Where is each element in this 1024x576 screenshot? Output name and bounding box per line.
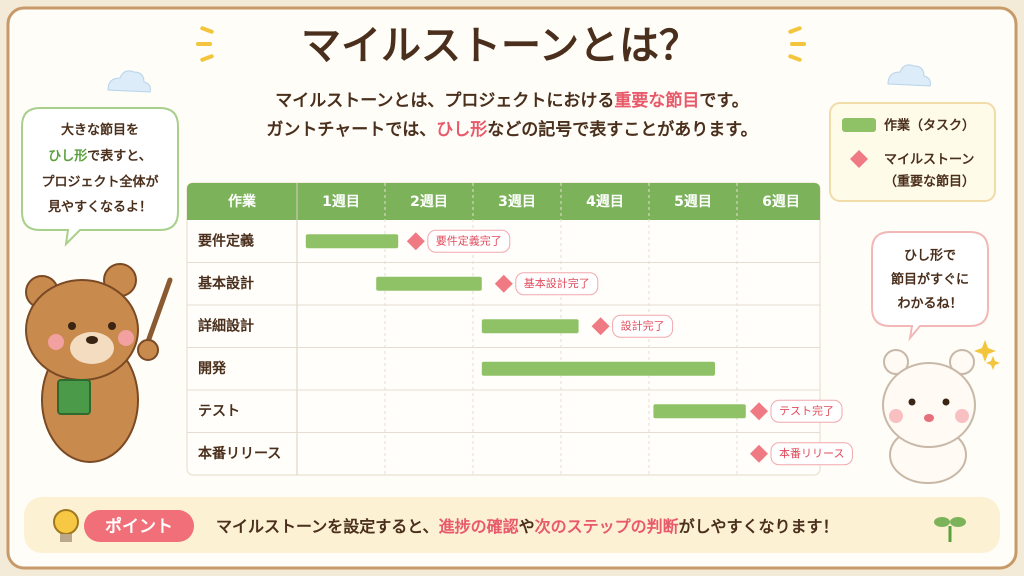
bubble-line: 大きな節目を xyxy=(61,122,139,138)
task-bar xyxy=(481,319,579,334)
text: 大きな節目を xyxy=(61,122,139,138)
week-label: 3週目 xyxy=(498,194,536,210)
text: ガントチャートでは、 xyxy=(266,120,436,140)
intro-line: マイルストーンとは、プロジェクトにおける重要な節目です。 xyxy=(275,90,748,111)
milestone-label-box xyxy=(770,442,853,466)
task-name: 開発 xyxy=(198,360,227,377)
header-label: 作業 xyxy=(228,193,257,210)
text: 見やすくなるよ！ xyxy=(47,200,152,215)
bubble-line: 節目がすぐに xyxy=(891,272,969,288)
bubble-line: 見やすくなるよ！ xyxy=(47,200,152,215)
bubble-line: ひし形で表すと、 xyxy=(48,148,152,164)
sprout xyxy=(934,517,966,542)
legend-swatch xyxy=(842,118,876,132)
bubble-line: プロジェクト全体が xyxy=(41,174,158,190)
highlight: 進捗の確認 xyxy=(439,517,519,536)
badge-label: ポイント xyxy=(105,516,173,537)
text: マイルストーンとは、プロジェクトにおける xyxy=(275,90,614,111)
bulb xyxy=(53,509,79,542)
white-bear xyxy=(882,349,976,484)
highlight: ひし形 xyxy=(436,119,487,140)
week-label: 6週目 xyxy=(762,194,800,210)
task-name: 詳細設計 xyxy=(198,317,254,334)
milestone xyxy=(750,444,768,463)
milestone xyxy=(750,402,768,421)
highlight: 次のステップの判断 xyxy=(535,517,679,536)
milestone-label-box xyxy=(515,272,599,296)
legend-label: マイルストーン xyxy=(884,153,974,168)
task-name: 本番リリース xyxy=(198,445,281,462)
text: で表すと、 xyxy=(87,148,151,164)
milestone xyxy=(591,317,610,336)
milestone-label: 要件定義完了 xyxy=(436,233,502,247)
task-bar xyxy=(376,276,482,291)
intro-line: ガントチャートでは、ひし形などの記号で表すことがあります。 xyxy=(266,119,757,140)
milestone-label-box xyxy=(612,314,674,338)
milestone-label-box xyxy=(770,399,843,423)
bubble-line: わかるね！ xyxy=(897,297,962,312)
week-label: 4週目 xyxy=(586,194,624,210)
point-bar xyxy=(24,497,1000,553)
text: がしやすくなります！ xyxy=(679,517,839,536)
milestone-label: 設計完了 xyxy=(621,318,665,332)
milestone-label: 本番リリース xyxy=(779,446,844,460)
milestone xyxy=(494,274,513,293)
task-name: 要件定義 xyxy=(198,232,254,249)
milestone-label-box xyxy=(427,229,511,253)
brown-bear xyxy=(25,263,173,463)
bubble-text: 大きな節目を ひし形で表すと、 プロジェクト全体が 見やすくなるよ！ xyxy=(41,122,158,215)
task-bar xyxy=(481,361,715,376)
title: マイルストーンとは？ xyxy=(301,23,699,69)
week-label: 5週目 xyxy=(674,194,712,210)
task-name: 基本設計 xyxy=(198,275,254,292)
point-badge xyxy=(84,510,194,542)
highlight: 重要な節目 xyxy=(614,90,699,111)
legend-label: 作業（タスク） xyxy=(884,118,975,134)
speech-bubble xyxy=(21,107,179,247)
task-bar xyxy=(305,234,399,249)
milestone-label: テスト完了 xyxy=(779,403,834,417)
milestone-label: 基本設計完了 xyxy=(524,276,590,290)
task-bar xyxy=(653,404,746,419)
highlight: ひし形 xyxy=(48,149,87,164)
gantt-header xyxy=(187,183,820,220)
text: や xyxy=(519,517,535,536)
week-label: 1週目 xyxy=(322,194,360,210)
text: です。 xyxy=(699,91,748,111)
decor xyxy=(196,26,1000,370)
clouds xyxy=(107,64,931,93)
bubble-line: ひし形で xyxy=(904,249,956,264)
legend-label: （重要な節目） xyxy=(884,174,975,190)
legend-swatch xyxy=(850,150,868,168)
text: マイルストーンを設定すると、 xyxy=(216,517,439,536)
bubble-text: ひし形で 節目がすぐに わかるね！ xyxy=(891,249,969,312)
milestone xyxy=(406,232,425,251)
text: プロジェクト全体が xyxy=(41,174,158,190)
text: などの記号で表すことがあります。 xyxy=(487,119,757,140)
speech-bubble xyxy=(871,231,989,342)
week-label: 2週目 xyxy=(410,194,448,210)
point-text: マイルストーンを設定すると、進捗の確認や次のステップの判断がしやすくなります！ xyxy=(216,517,838,536)
task-name: テスト xyxy=(198,403,240,419)
